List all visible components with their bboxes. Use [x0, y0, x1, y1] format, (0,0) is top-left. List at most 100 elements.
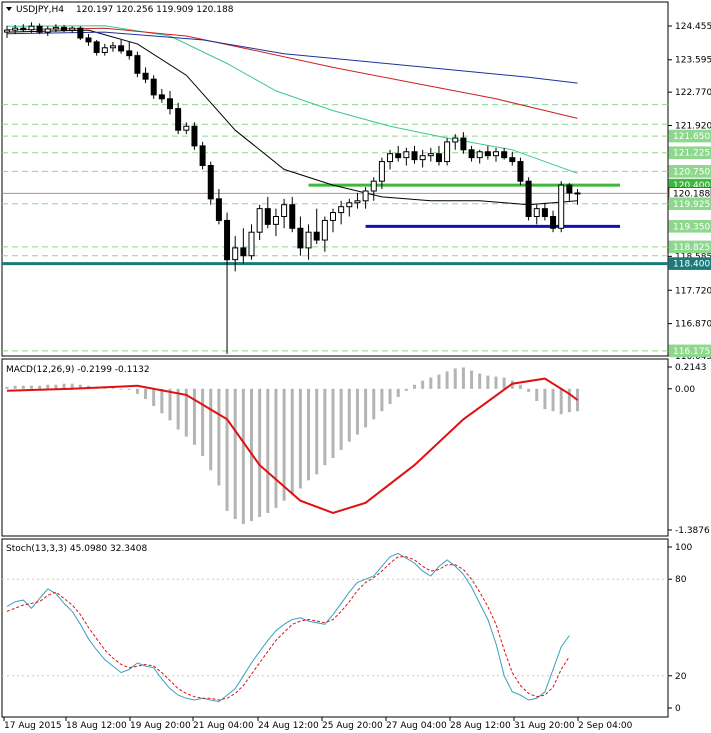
macd-bar — [307, 388, 311, 481]
candle-body — [566, 184, 573, 194]
stoch-tick-label: 20 — [675, 672, 687, 682]
price-tick-label: 124.455 — [675, 22, 711, 32]
macd-bar — [494, 376, 498, 389]
level-label: 120.400 — [673, 181, 710, 191]
candle-body — [264, 208, 271, 225]
candle-body — [52, 26, 59, 30]
candle-body — [541, 208, 548, 218]
macd-bar — [323, 388, 327, 466]
symbol-label: USDJPY,H4 — [16, 5, 64, 15]
candle-body — [305, 231, 312, 249]
macd-bar — [21, 385, 25, 389]
macd-bar — [551, 388, 555, 412]
price-tick-label: 121.920 — [675, 121, 711, 131]
candle-body — [525, 180, 532, 218]
price-tick-label: 123.595 — [675, 56, 711, 66]
candle-body — [118, 45, 125, 52]
macd-bar — [62, 383, 66, 389]
candle-body — [427, 153, 434, 157]
macd-bar — [404, 388, 408, 391]
time-label: 18 Aug 12:00 — [66, 721, 127, 731]
candle-body — [134, 55, 141, 74]
candle-body — [28, 25, 35, 31]
stoch-header: Stoch(13,3,3) 45.0980 32.3408 — [6, 544, 147, 554]
level-label-box — [668, 240, 711, 254]
macd-bar — [258, 388, 262, 518]
time-label: 17 Aug 2015 — [4, 721, 62, 731]
time-label: 19 Aug 20:00 — [130, 721, 191, 731]
candle-body — [69, 27, 76, 31]
macd-tick-label: -1.3876 — [675, 526, 710, 536]
macd-bar — [331, 388, 335, 458]
candle-body — [199, 145, 206, 166]
candle-body — [77, 27, 84, 39]
macd-bar — [241, 388, 245, 525]
level-label: 121.225 — [673, 149, 710, 159]
level-label: 120.188 — [673, 189, 710, 199]
time-label: 25 Aug 20:00 — [322, 721, 383, 731]
candle-body — [167, 98, 173, 110]
macd-bar — [152, 388, 156, 407]
candle-body — [321, 219, 328, 241]
macd-bar — [160, 388, 164, 414]
macd-bar — [437, 374, 441, 389]
candle-body — [509, 157, 516, 163]
macd-bar — [70, 383, 74, 389]
macd-header: MACD(12,26,9) -0.2199 -0.1132 — [6, 365, 150, 375]
macd-bar — [502, 377, 506, 389]
level-label: 121.650 — [673, 132, 710, 142]
macd-bar — [217, 388, 221, 486]
level-label: 119.350 — [673, 222, 710, 232]
macd-bar — [372, 388, 376, 420]
macd-bar — [567, 388, 571, 413]
candle-body — [362, 190, 369, 202]
candle-body — [533, 208, 540, 218]
candle-body — [493, 151, 499, 157]
stoch-tick-label: 0 — [675, 704, 681, 714]
time-label: 21 Aug 04:00 — [193, 721, 254, 731]
level-label: 119.925 — [673, 200, 710, 210]
candle-body — [403, 151, 410, 159]
candle-body — [395, 153, 402, 159]
price-tick-label: 117.720 — [675, 286, 711, 296]
moving-average-line-4 — [6, 31, 578, 84]
candle-body — [44, 28, 51, 33]
macd-bar — [413, 384, 416, 389]
macd-bar — [127, 388, 131, 390]
macd-bar — [543, 388, 547, 410]
candle-body — [558, 184, 565, 229]
time-label: 27 Aug 04:00 — [386, 721, 447, 731]
macd-bar — [5, 386, 9, 389]
candle-body — [460, 137, 467, 151]
candle-body — [444, 141, 451, 163]
macd-bar — [168, 388, 172, 421]
chart-header: USDJPY,H4 120.197 120.256 119.909 120.18… — [6, 5, 234, 15]
macd-bar — [135, 388, 139, 394]
level-label: 120.750 — [673, 167, 710, 177]
macd-bar — [192, 388, 196, 445]
macd-bar — [54, 384, 58, 389]
macd-bar — [184, 388, 188, 437]
candle-body — [215, 198, 222, 221]
time-label: 28 Aug 12:00 — [450, 721, 511, 731]
time-label: 24 Aug 12:00 — [258, 721, 319, 731]
candle-body — [313, 231, 320, 241]
macd-bar — [144, 388, 148, 399]
candle-body — [101, 47, 108, 53]
candle-body — [150, 78, 157, 96]
candle-body — [484, 151, 491, 157]
candle-body — [370, 180, 377, 192]
macd-bar — [29, 385, 33, 389]
macd-bar — [13, 385, 17, 389]
candle-body — [126, 50, 133, 57]
macd-signal-line — [6, 377, 579, 514]
macd-bar — [421, 380, 425, 389]
macd-bar — [274, 388, 278, 508]
candle-body — [387, 153, 394, 163]
candle-body — [452, 137, 459, 143]
macd-bar — [380, 388, 384, 412]
moving-average-line-1 — [6, 29, 578, 206]
candle-body — [93, 41, 100, 53]
candle-body — [468, 149, 475, 159]
